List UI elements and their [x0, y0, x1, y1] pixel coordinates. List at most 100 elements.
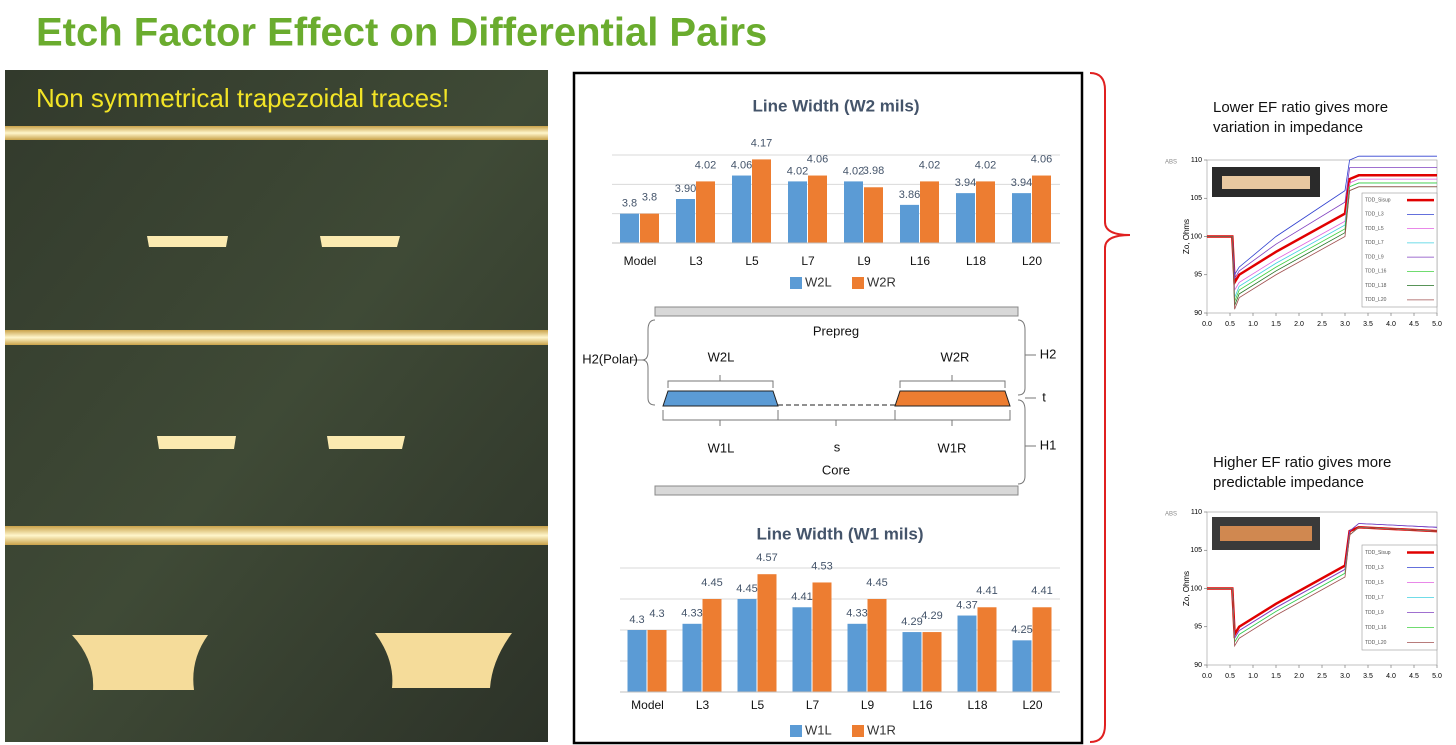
x-tick-label: 4.0	[1386, 673, 1396, 680]
line-series	[1207, 186, 1437, 310]
bar	[1032, 607, 1052, 692]
data-label: 3.8	[642, 192, 657, 204]
micrograph	[5, 70, 548, 742]
data-label: 4.33	[681, 608, 702, 620]
bar	[627, 630, 647, 692]
data-label: 4.37	[956, 599, 977, 611]
x-tick-label: 2.0	[1294, 321, 1304, 328]
bar	[620, 213, 639, 243]
x-tick-label: 2.0	[1294, 673, 1304, 680]
data-label: 4.02	[695, 159, 716, 171]
bar	[976, 181, 995, 243]
trace-photo	[1222, 176, 1310, 189]
y-tick-label: 110	[1191, 157, 1202, 164]
bar	[732, 175, 751, 243]
x-tick-label: 1.5	[1271, 673, 1281, 680]
y-tick-label: 110	[1191, 509, 1202, 516]
diagram-label: H2(Polar)	[582, 351, 638, 366]
bar	[1012, 193, 1031, 243]
x-tick-label: L5	[745, 254, 759, 268]
x-tick-label: 5.0	[1432, 673, 1442, 680]
legend-label: TDD_Sisup	[1365, 197, 1391, 203]
legend-label: TDD_Sisup	[1365, 550, 1391, 556]
x-tick-label: 3.5	[1363, 673, 1373, 680]
bar	[737, 599, 757, 692]
stackup-diagram	[630, 306, 1036, 496]
data-label: 3.86	[899, 189, 920, 201]
data-label: 4.29	[921, 610, 942, 622]
y-tick-label: 90	[1194, 310, 1202, 317]
legend-label: W2L	[805, 274, 832, 289]
x-tick-label: L20	[1022, 254, 1042, 268]
legend-label: TDD_L9	[1365, 610, 1384, 616]
diagram-label: W1L	[708, 440, 735, 455]
bar	[956, 193, 975, 243]
data-label: 4.33	[846, 608, 867, 620]
data-label: 4.29	[901, 616, 922, 628]
diagram-label: s	[834, 439, 841, 454]
data-label: 3.98	[863, 165, 884, 177]
data-label: 4.02	[975, 159, 996, 171]
trace-photo	[1220, 526, 1312, 541]
data-label: 4.41	[976, 585, 997, 597]
diagram-label: W1R	[938, 440, 967, 455]
bracket	[1089, 72, 1131, 743]
legend-label: TDD_L7	[1365, 240, 1384, 246]
data-label: 4.06	[731, 159, 752, 171]
legend-label: W1L	[805, 722, 832, 737]
bar	[920, 181, 939, 243]
y-axis-label: Zo, Ohms	[1182, 571, 1191, 606]
data-label: 3.94	[955, 177, 976, 189]
x-tick-label: 3.0	[1340, 321, 1350, 328]
bar	[752, 159, 771, 243]
legend-label: TDD_L20	[1365, 640, 1387, 646]
bar	[696, 181, 715, 243]
x-tick-label: 3.0	[1340, 673, 1350, 680]
slide-title: Etch Factor Effect on Differential Pairs	[36, 11, 767, 55]
legend-label: TDD_L5	[1365, 226, 1384, 232]
legend-swatch	[790, 277, 802, 289]
x-tick-label: L16	[912, 698, 932, 712]
bar	[867, 599, 887, 692]
diagram-label: W2L	[708, 349, 735, 364]
legend-label: TDD_L20	[1365, 297, 1387, 303]
legend-label: TDD_L16	[1365, 269, 1387, 275]
legend-box	[1361, 192, 1438, 308]
y-tick-label: 90	[1194, 662, 1202, 669]
chart-title: Line Width (W2 mils)	[752, 96, 919, 115]
panel-border	[572, 71, 1084, 745]
bar	[1032, 175, 1051, 243]
x-tick-label: L18	[967, 698, 987, 712]
bar	[676, 199, 695, 243]
x-tick-label: L18	[966, 254, 986, 268]
bar	[847, 623, 867, 692]
chart-title: Line Width (W1 mils)	[756, 524, 923, 543]
data-label: 4.45	[736, 583, 757, 595]
diagram-label: t	[1042, 389, 1046, 404]
legend-label: TDD_L3	[1365, 565, 1384, 571]
x-tick-label: 1.0	[1248, 321, 1258, 328]
x-tick-label: 0.0	[1202, 673, 1212, 680]
data-label: 4.41	[791, 591, 812, 603]
x-tick-label: L5	[751, 698, 765, 712]
bar	[900, 204, 919, 243]
x-tick-label: L9	[857, 254, 871, 268]
legend-label: TDD_L3	[1365, 212, 1384, 218]
x-tick-label: L16	[910, 254, 930, 268]
x-tick-label: 2.5	[1317, 673, 1327, 680]
diagram-label: W2R	[941, 349, 970, 364]
corner-label: ABS	[1165, 160, 1177, 166]
bar	[957, 615, 977, 692]
data-label: 4.06	[1031, 153, 1052, 165]
legend-swatch	[852, 725, 864, 737]
x-tick-label: L7	[806, 698, 820, 712]
legend-swatch	[852, 277, 864, 289]
bar	[808, 175, 827, 243]
data-label: 4.53	[811, 560, 832, 572]
plot-caption: Lower EF ratio gives more variation in i…	[1213, 99, 1389, 136]
data-label: 4.02	[919, 159, 940, 171]
bar	[682, 623, 702, 692]
x-tick-label: L7	[801, 254, 815, 268]
legend-label: W2R	[867, 274, 896, 289]
x-tick-label: L9	[861, 698, 875, 712]
